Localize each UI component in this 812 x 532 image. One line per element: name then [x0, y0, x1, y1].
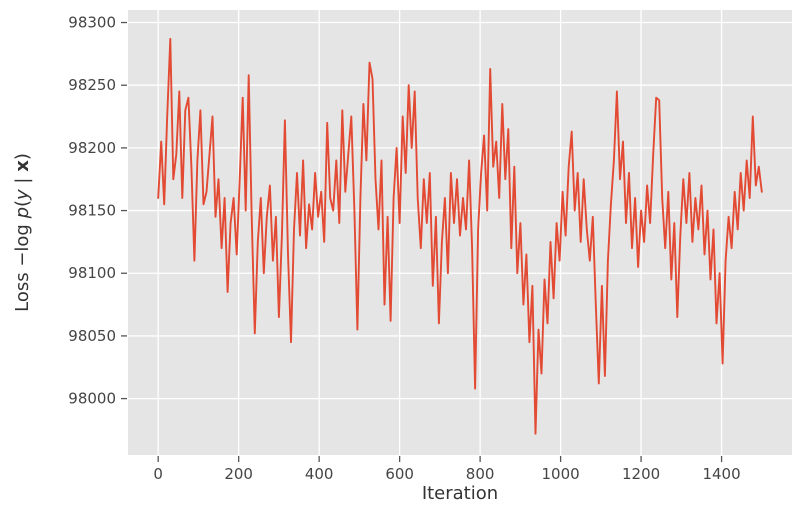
x-tick-label: 1000: [542, 465, 580, 483]
x-tick-label: 1400: [702, 465, 740, 483]
x-tick-label: 400: [305, 465, 334, 483]
x-tick-label: 1200: [622, 465, 660, 483]
x-tick-label: 600: [385, 465, 414, 483]
y-tick-label: 98200: [68, 139, 116, 157]
y-tick-label: 98250: [68, 76, 116, 94]
x-tick-label: 800: [466, 465, 495, 483]
y-tick-label: 98150: [68, 202, 116, 220]
y-axis-label: Loss −log p(y | x): [12, 153, 33, 312]
y-tick-label: 98100: [68, 264, 116, 282]
x-tick-label: 200: [224, 465, 253, 483]
loss-line: [157, 37, 763, 435]
y-tick-label: 98300: [68, 14, 116, 32]
x-tick-label: 0: [153, 465, 163, 483]
y-tick-label: 98000: [68, 390, 116, 408]
x-axis-label: Iteration: [421, 483, 499, 504]
y-tick-label: 98050: [68, 327, 116, 345]
